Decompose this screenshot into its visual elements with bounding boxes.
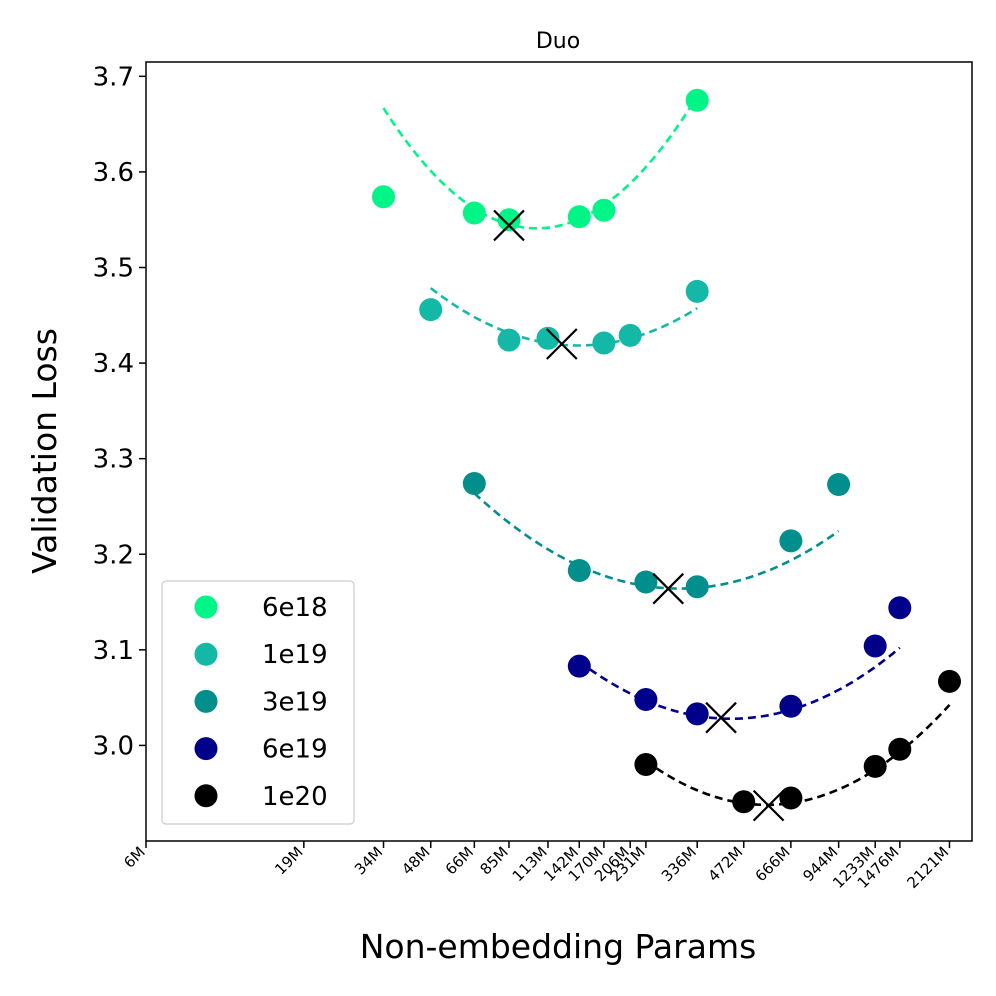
legend-marker-2: [194, 689, 218, 713]
data-point-1-1: [497, 328, 521, 352]
y-tick-label-5: 3.5: [93, 254, 134, 284]
fit-curve-3: [578, 646, 901, 720]
data-point-0-3: [567, 205, 591, 229]
data-point-0-5: [685, 88, 709, 112]
data-point-3-5: [888, 596, 912, 620]
legend-label-0: 6e18: [262, 593, 328, 623]
x-tick-label-0: 6M: [120, 843, 149, 872]
plot-frame: [145, 61, 973, 842]
legend-marker-4: [194, 784, 218, 808]
x-axis-label: Non-embedding Params: [360, 927, 757, 966]
fit-curve-0: [382, 95, 699, 230]
series-4: [634, 669, 961, 822]
data-point-1-5: [685, 279, 709, 303]
data-point-1-4: [618, 323, 642, 347]
legend-marker-1: [194, 642, 218, 666]
legend-item-2: 3e19: [194, 687, 328, 717]
data-point-4-3: [863, 754, 887, 778]
series-0: [372, 88, 709, 242]
legend-label-1: 1e19: [262, 640, 328, 670]
data-point-2-2: [634, 570, 658, 594]
fit-curve-2: [473, 492, 840, 590]
x-tick-label-2: 34M: [351, 843, 386, 878]
optimum-stroke-b-0: [493, 209, 525, 242]
x-tick-label-6: 113M: [509, 843, 551, 885]
legend: 6e18 1e19 3e19 6e19 1e20: [161, 580, 355, 825]
y-tick-label-3: 3.3: [93, 445, 134, 475]
data-point-4-1: [732, 790, 756, 814]
optimum-marker-2: [652, 572, 685, 605]
data-point-1-3: [592, 331, 616, 355]
optimum-stroke-b-3: [705, 701, 737, 734]
legend-box: [161, 580, 355, 825]
legend-label-2: 3e19: [262, 687, 328, 717]
y-tick-label-7: 3.7: [93, 62, 134, 92]
legend-item-0: 6e18: [194, 593, 328, 623]
optimum-marker-0: [493, 209, 525, 242]
data-point-0-0: [372, 185, 395, 209]
data-point-2-3: [685, 575, 709, 599]
plot-content: [372, 88, 961, 822]
y-tick-label-1: 3.1: [93, 636, 134, 666]
data-point-2-4: [779, 529, 803, 553]
data-point-4-0: [634, 753, 658, 776]
series-1: [419, 279, 709, 360]
fit-curve-1: [429, 287, 698, 347]
optimum-stroke-b-2: [652, 572, 685, 605]
data-point-0-4: [592, 198, 616, 222]
y-tick-label-6: 3.6: [93, 158, 134, 188]
data-point-3-0: [567, 654, 591, 678]
legend-item-3: 6e19: [194, 735, 328, 765]
data-point-4-2: [779, 786, 803, 810]
data-point-4-5: [938, 669, 961, 693]
y-axis-label: Validation Loss: [25, 328, 64, 574]
optimum-marker-4: [752, 789, 785, 822]
data-point-2-0: [462, 472, 486, 495]
x-tick-label-17: 2121M: [903, 843, 952, 892]
y-tick-label-4: 3.4: [93, 349, 134, 379]
legend-marker-3: [194, 737, 218, 761]
x-tick-label-3: 48M: [398, 843, 433, 878]
legend-item-4: 1e20: [194, 782, 328, 812]
series-2: [462, 472, 851, 605]
x-tick-label-12: 472M: [704, 843, 746, 885]
data-point-1-2: [536, 326, 560, 350]
y-axis: 3.0 3.1 3.2 3.3 3.4 3.5 3.6 3.7: [93, 62, 146, 761]
optimum-stroke-b-1: [546, 328, 578, 360]
y-tick-label-2: 3.2: [93, 540, 134, 570]
x-tick-label-4: 66M: [442, 843, 477, 878]
x-tick-label-5: 85M: [476, 843, 511, 878]
data-point-0-2: [497, 208, 521, 232]
y-tick-label-0: 3.0: [93, 731, 134, 761]
data-point-4-4: [888, 737, 912, 761]
data-point-3-1: [634, 688, 658, 711]
data-point-1-0: [419, 298, 443, 322]
data-point-3-2: [685, 702, 709, 726]
x-tick-label-13: 666M: [752, 843, 794, 885]
chart-title: Duo: [536, 29, 580, 54]
optimum-stroke-b-4: [752, 789, 785, 822]
data-point-3-4: [863, 634, 887, 658]
legend-marker-0: [194, 595, 218, 619]
data-point-2-1: [567, 559, 591, 582]
data-point-3-3: [779, 694, 803, 718]
legend-item-1: 1e19: [194, 640, 328, 670]
legend-label-4: 1e20: [262, 782, 328, 812]
data-point-0-1: [462, 201, 486, 225]
data-point-2-5: [827, 473, 851, 496]
legend-label-3: 6e19: [262, 735, 328, 765]
x-tick-label-1: 19M: [271, 843, 306, 878]
optimum-marker-3: [705, 701, 737, 734]
x-tick-label-11: 336M: [658, 843, 700, 885]
series-3: [567, 596, 912, 734]
optimum-marker-1: [546, 328, 578, 360]
